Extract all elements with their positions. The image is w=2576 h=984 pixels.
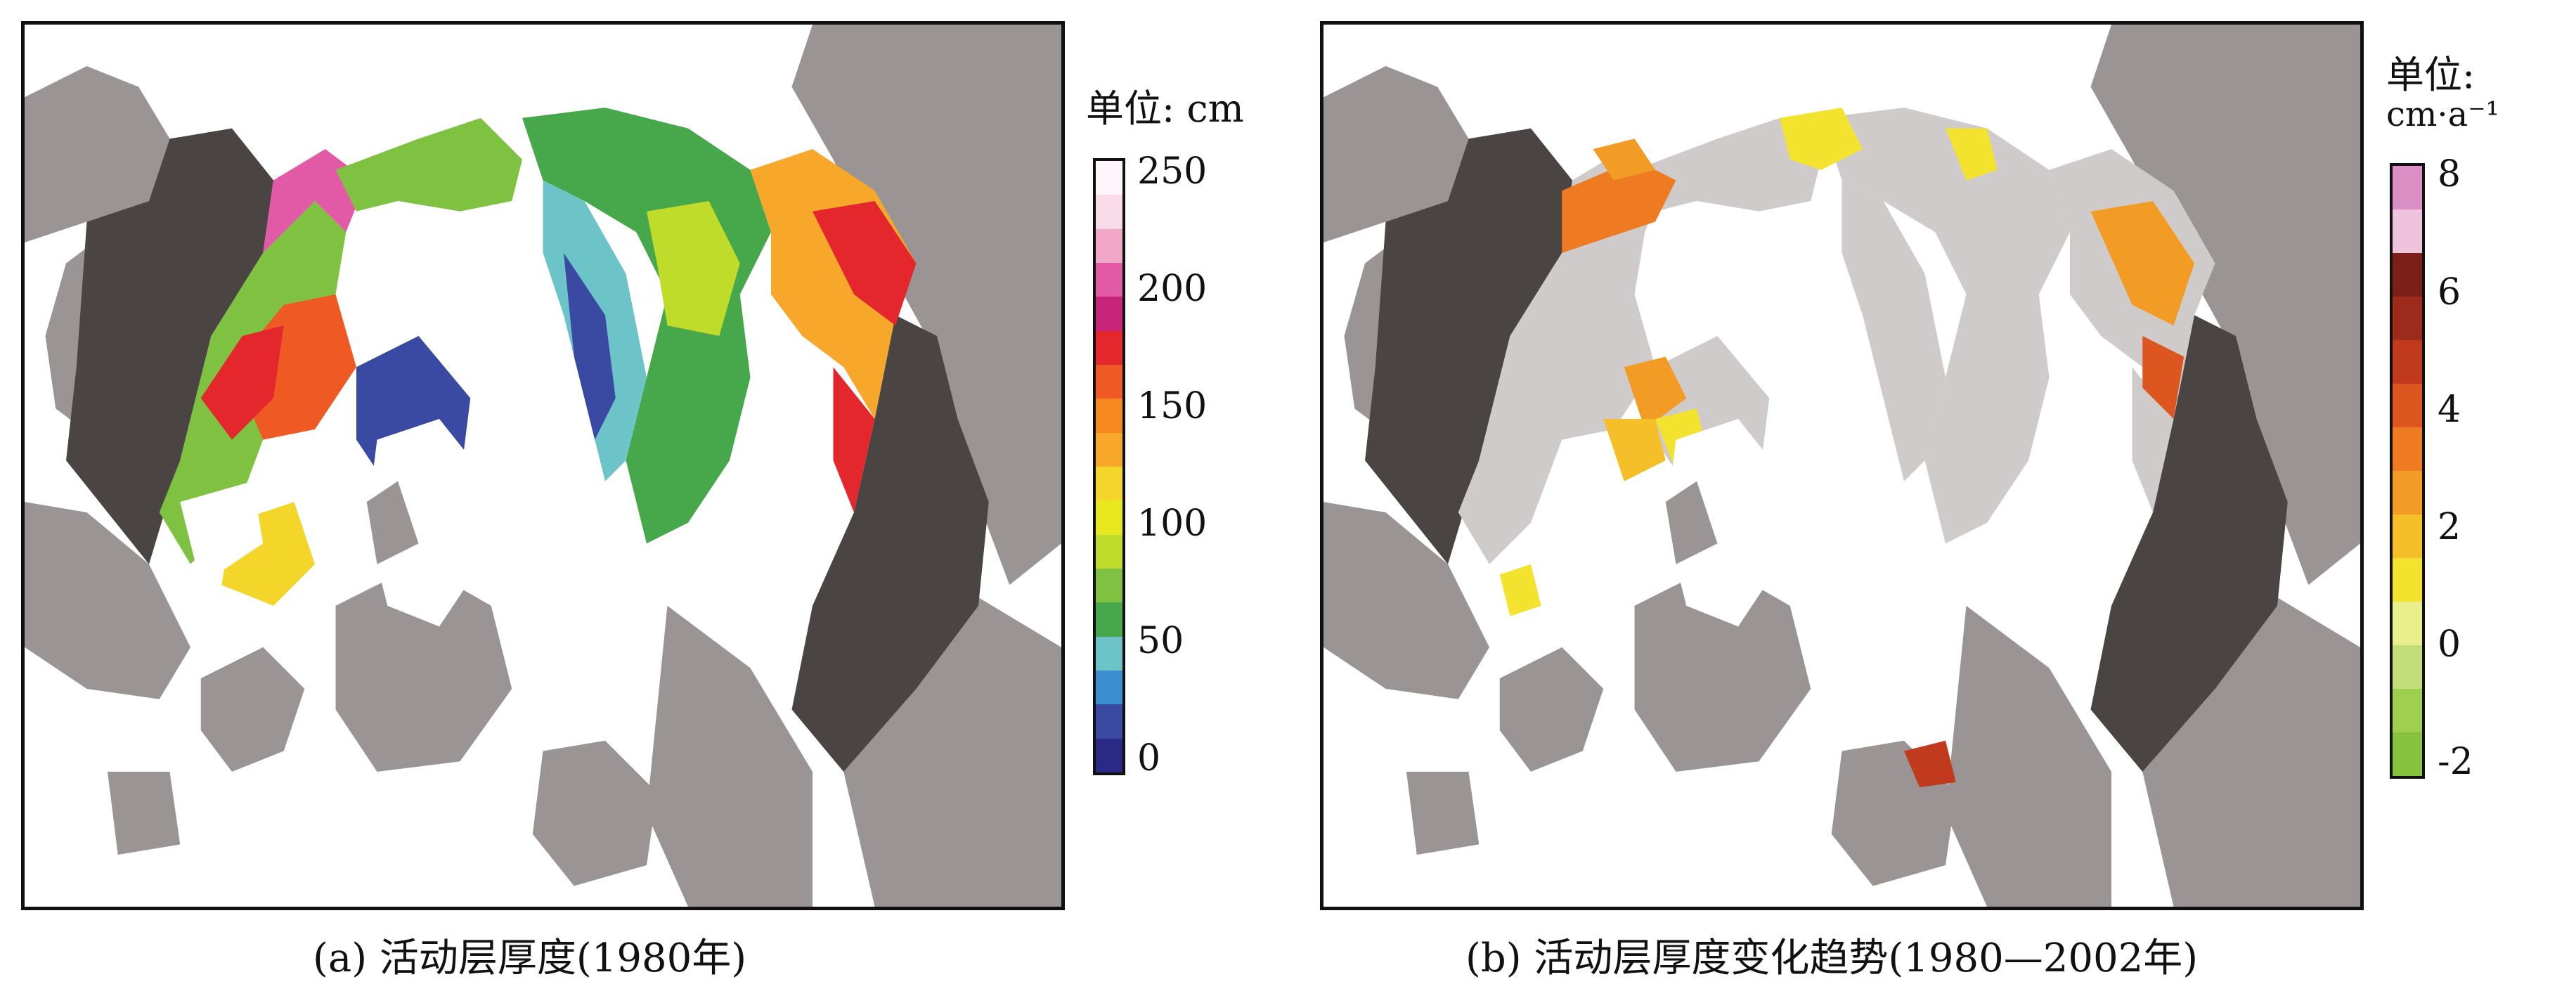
dark-land [1365,128,2288,772]
colorbar-swatch [1096,330,1122,365]
colorbar-swatch [1096,432,1122,467]
colorbar-swatch [2393,689,2422,732]
colorbar-swatch [2393,558,2422,602]
colorbar-swatch [1096,399,1122,433]
legend-a-tick: 50 [1137,620,1184,662]
map-panel-b [1320,21,2364,910]
colorbar-swatch [2393,645,2422,689]
colorbar-swatch [2393,384,2422,427]
colorbar-swatch [2393,602,2422,645]
colorbar-swatch [2393,297,2422,340]
legend-b-tick: 6 [2438,271,2461,313]
legend-title-a: 单位: cm [1086,86,1244,131]
colorbar-swatch [2393,427,2422,471]
colorbar-swatch [1096,161,1122,195]
dark-land [66,128,989,772]
legend-title-b-line2: cm·a⁻¹ [2386,95,2499,134]
caption-a: (a) 活动层厚度(1980年) [313,936,747,981]
legend-a-tick: 0 [1137,737,1161,779]
colorbar-swatch [1096,262,1122,297]
colorbar-swatch [1096,466,1122,501]
permafrost-colored-zones [159,108,917,606]
colorbar-swatch [1096,500,1122,535]
legend-a-tick: 100 [1137,503,1208,545]
colorbar-swatch [2393,340,2422,384]
colorbar-swatch [1096,297,1122,331]
legend-b-tick: -2 [2438,741,2473,783]
colorbar-swatch [2393,253,2422,297]
colorbar-swatch [1096,195,1122,229]
colorbar-swatch [1096,636,1122,671]
colorbar-swatch [1096,670,1122,705]
legend-b-tick: 2 [2438,506,2461,548]
colorbar-swatch [2393,166,2422,209]
non-permafrost-land [25,25,1061,907]
legend-b-tick: 4 [2438,389,2461,431]
colorbar-swatch [1096,704,1122,739]
colorbar-swatch [1096,602,1122,637]
non-permafrost-island [366,481,419,564]
colorbar-swatch [2393,732,2422,776]
caption-b: (b) 活动层厚度变化趋势(1980—2002年) [1465,936,2199,981]
colorbar-a [1093,158,1125,775]
legend-a-tick: 200 [1137,268,1208,310]
colorbar-swatch [1096,738,1122,772]
legend-a-tick: 150 [1137,385,1208,427]
colorbar-swatch [2393,514,2422,558]
legend-b-tick: 8 [2438,153,2461,195]
non-permafrost-island [1665,481,1718,564]
map-panel-a [21,21,1065,910]
colorbar-swatch [2393,209,2422,253]
colorbar-swatch [1096,364,1122,399]
colorbar-swatch [1096,568,1122,603]
legend-a-tick: 250 [1137,150,1208,193]
legend-b-tick: 0 [2438,623,2461,666]
ice-cap [366,419,481,627]
ice-cap [1665,419,1780,627]
colorbar-swatch [1096,534,1122,569]
colorbar-b [2390,163,2425,779]
active-layer-trend-map [1323,25,2360,907]
colorbar-swatch [1096,228,1122,263]
active-layer-thickness-map [25,25,1061,907]
colorbar-swatch [2393,471,2422,514]
legend-title-b-line1: 单位: [2386,53,2475,97]
